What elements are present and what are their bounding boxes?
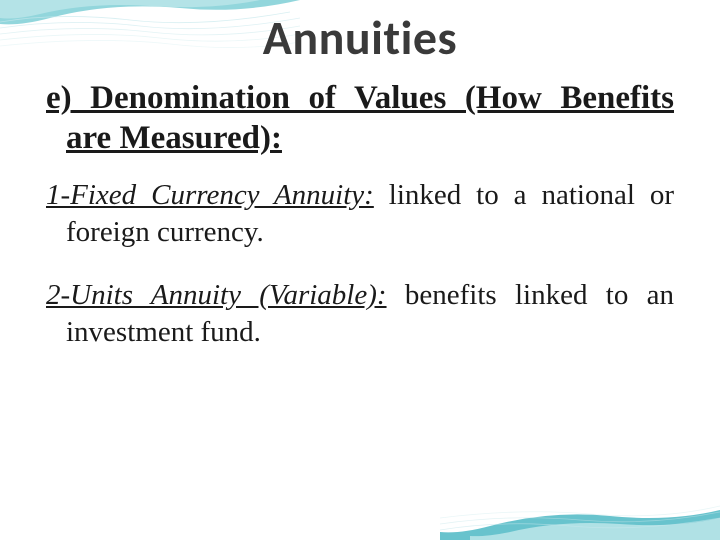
slide-content: e) Denomination of Values (How Benefits … [46, 78, 674, 377]
list-item: 1-Fixed Currency Annuity: linked to a na… [46, 177, 674, 251]
slide-title: Annuities [0, 8, 720, 67]
list-item: 2-Units Annuity (Variable): benefits lin… [46, 277, 674, 351]
bottom-right-wave-decor [440, 480, 720, 540]
item-lead: 1-Fixed Currency Annuity: [46, 179, 374, 211]
section-heading: e) Denomination of Values (How Benefits … [46, 78, 674, 159]
slide-container: Annuities e) Denomination of Values (How… [0, 0, 720, 540]
item-lead: 2-Units Annuity (Variable): [46, 279, 387, 311]
